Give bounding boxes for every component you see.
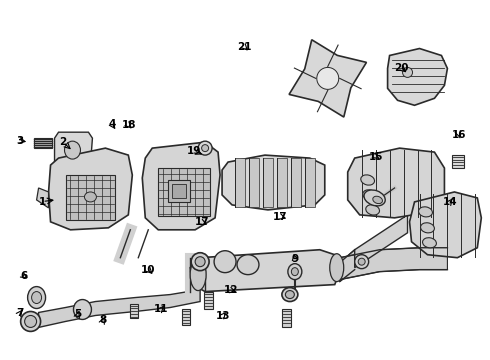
Text: 20: 20 (394, 63, 409, 73)
Ellipse shape (418, 207, 432, 217)
Ellipse shape (364, 190, 385, 206)
Polygon shape (190, 250, 340, 292)
Bar (172, 184, 186, 198)
Polygon shape (340, 248, 447, 280)
Text: 1: 1 (39, 197, 46, 207)
Polygon shape (410, 192, 481, 258)
Ellipse shape (363, 190, 376, 200)
Polygon shape (54, 132, 93, 168)
Bar (66, 175, 115, 220)
Ellipse shape (190, 259, 206, 291)
Text: 13: 13 (216, 311, 230, 320)
Ellipse shape (195, 257, 205, 267)
Ellipse shape (361, 175, 374, 185)
Bar (204, 292, 213, 310)
Text: 8: 8 (99, 315, 107, 325)
Polygon shape (37, 188, 49, 208)
Text: 21: 21 (237, 42, 251, 51)
Polygon shape (348, 148, 444, 218)
Polygon shape (39, 289, 200, 328)
Polygon shape (263, 158, 273, 207)
Polygon shape (249, 158, 259, 207)
Ellipse shape (420, 223, 435, 233)
Ellipse shape (201, 145, 209, 152)
Ellipse shape (355, 255, 368, 269)
Polygon shape (142, 142, 220, 230)
Bar (182, 310, 190, 325)
Text: 12: 12 (224, 285, 239, 296)
Ellipse shape (422, 238, 437, 248)
Text: 15: 15 (368, 152, 383, 162)
Ellipse shape (358, 258, 365, 265)
Polygon shape (388, 49, 447, 105)
Ellipse shape (21, 311, 41, 332)
Polygon shape (49, 148, 132, 230)
Ellipse shape (84, 192, 97, 202)
Text: 4: 4 (108, 120, 116, 129)
Text: 14: 14 (443, 197, 458, 207)
Ellipse shape (282, 288, 298, 302)
Bar (158, 168, 210, 216)
Text: 10: 10 (141, 265, 155, 275)
Bar (130, 303, 138, 319)
Text: 5: 5 (74, 310, 81, 319)
Text: 17: 17 (195, 217, 209, 227)
Text: 16: 16 (452, 130, 466, 140)
Ellipse shape (373, 196, 383, 204)
Ellipse shape (214, 251, 236, 273)
Bar (452, 155, 465, 168)
Ellipse shape (237, 255, 259, 275)
Ellipse shape (65, 141, 80, 159)
Polygon shape (305, 158, 315, 207)
Ellipse shape (292, 268, 298, 276)
Ellipse shape (27, 287, 46, 309)
Ellipse shape (288, 264, 302, 280)
Text: 11: 11 (154, 304, 168, 314)
Text: 9: 9 (291, 254, 298, 264)
Polygon shape (291, 158, 301, 207)
Ellipse shape (285, 291, 294, 298)
Ellipse shape (74, 300, 92, 319)
Ellipse shape (403, 67, 413, 77)
Bar (168, 180, 190, 202)
Polygon shape (235, 158, 245, 207)
Ellipse shape (366, 205, 379, 215)
Text: 19: 19 (187, 145, 201, 156)
Polygon shape (355, 215, 408, 268)
Text: 7: 7 (17, 308, 24, 318)
Ellipse shape (317, 67, 339, 89)
Bar (34, 138, 51, 148)
Text: 6: 6 (21, 271, 28, 281)
Text: 3: 3 (17, 136, 24, 145)
Ellipse shape (191, 253, 209, 271)
Ellipse shape (198, 141, 212, 155)
Text: 2: 2 (60, 138, 67, 147)
Polygon shape (289, 40, 367, 117)
Bar (282, 310, 291, 328)
Text: 17: 17 (273, 212, 288, 221)
Ellipse shape (32, 292, 42, 303)
Polygon shape (277, 158, 287, 207)
Polygon shape (222, 155, 325, 210)
Text: 18: 18 (122, 121, 136, 130)
Polygon shape (340, 250, 355, 282)
Ellipse shape (330, 254, 343, 282)
Ellipse shape (24, 315, 37, 328)
